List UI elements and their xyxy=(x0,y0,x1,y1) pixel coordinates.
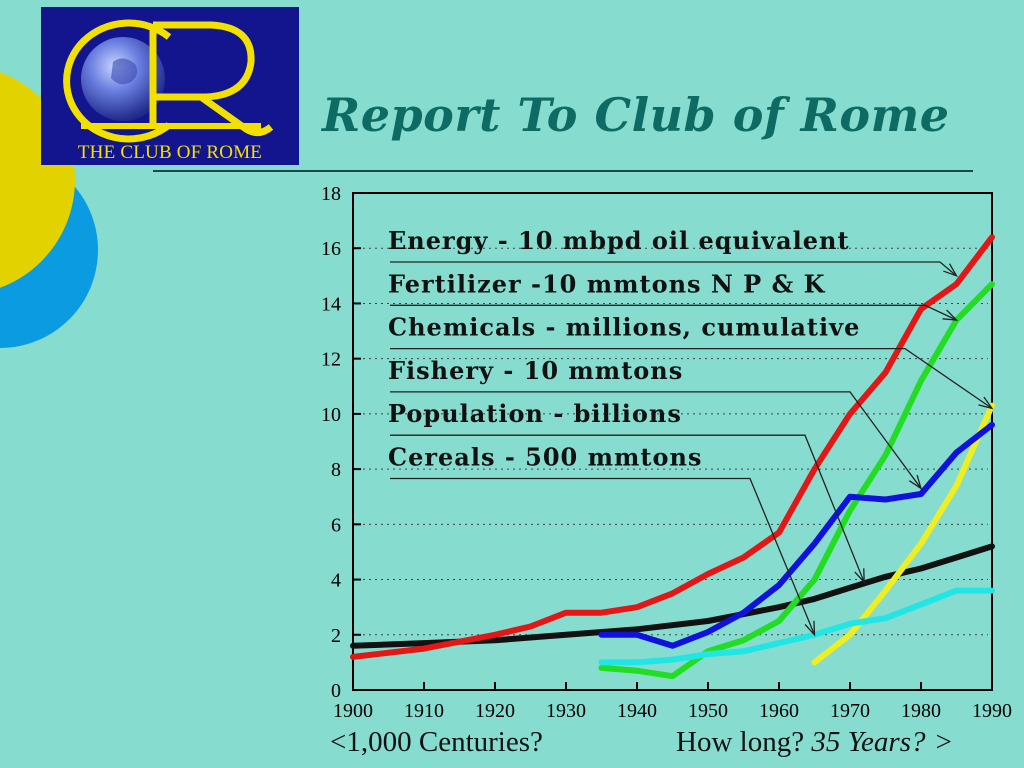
legend-arrowhead-3 xyxy=(908,474,923,490)
logo-text: THE CLUB OF ROME xyxy=(77,142,263,163)
series-line-5 xyxy=(598,587,995,666)
x-tick-label: 1900 xyxy=(333,700,373,722)
y-tick-label: 4 xyxy=(331,570,341,592)
legend-arrowhead-2 xyxy=(978,396,994,410)
caption-right: How long? 35 Years? > xyxy=(676,726,952,759)
caption-left: <1,000 Centuries? xyxy=(330,726,543,758)
legend-label-0: Energy - 10 mbpd oil equivalent xyxy=(388,226,850,255)
logo-r-letter xyxy=(149,21,274,136)
legend-label-2: Chemicals - millions, cumulative xyxy=(388,313,860,342)
logo-emblem xyxy=(63,19,274,143)
series-line-2 xyxy=(811,402,995,666)
page-title: Report To Club of Rome xyxy=(322,88,950,142)
x-tick-label: 1950 xyxy=(688,700,728,722)
legend-leader-1 xyxy=(390,304,957,321)
club-of-rome-logo: THE CLUB OF ROME xyxy=(41,7,299,165)
legend-label-3: Fishery - 10 mmtons xyxy=(388,356,683,385)
legend-leader-3 xyxy=(390,391,922,489)
plot-area xyxy=(352,192,993,691)
legend-arrowhead-0 xyxy=(943,263,958,278)
y-tick-label: 8 xyxy=(331,459,341,481)
series-line-1 xyxy=(598,281,995,680)
y-tick-label: 2 xyxy=(331,625,341,647)
caption-right-italic: 35 Years? xyxy=(811,726,926,758)
x-tick-label: 1920 xyxy=(475,700,515,722)
x-tick-label: 1990 xyxy=(972,700,1012,722)
legend-arrowhead-1 xyxy=(942,309,959,321)
legend-label-5: Cereals - 500 mmtons xyxy=(388,443,702,472)
x-tick-label: 1970 xyxy=(830,700,870,722)
legend-label-1: Fertilizer -10 mmtons N P & K xyxy=(388,269,826,298)
legend-leader-5 xyxy=(390,477,816,636)
x-tick-label: 1960 xyxy=(759,700,799,722)
series-line-0 xyxy=(350,234,995,660)
caption-right-arrow: > xyxy=(935,726,952,758)
y-tick-label: 6 xyxy=(331,514,341,536)
y-tick-label: 18 xyxy=(321,183,341,205)
legend-leader-0 xyxy=(390,261,957,277)
logo-c-letter xyxy=(63,19,172,143)
legend-arrowhead-5 xyxy=(804,620,816,637)
y-tick-label: 16 xyxy=(321,238,341,260)
y-tick-label: 12 xyxy=(321,349,341,371)
legend-leader-2 xyxy=(390,347,993,409)
series-line-3 xyxy=(598,421,995,649)
legend-arrowhead-4 xyxy=(854,568,865,585)
legend-leader-4 xyxy=(390,434,865,583)
legend-label-4: Population - billions xyxy=(388,399,682,428)
series-line-4 xyxy=(350,543,995,649)
x-tick-label: 1980 xyxy=(901,700,941,722)
x-tick-label: 1930 xyxy=(546,700,586,722)
x-tick-label: 1910 xyxy=(404,700,444,722)
caption-right-plain: How long? xyxy=(676,726,812,758)
y-tick-label: 10 xyxy=(321,404,341,426)
y-tick-label: 14 xyxy=(321,293,341,315)
y-tick-label: 0 xyxy=(331,680,341,702)
title-divider xyxy=(153,170,973,172)
x-tick-label: 1940 xyxy=(617,700,657,722)
